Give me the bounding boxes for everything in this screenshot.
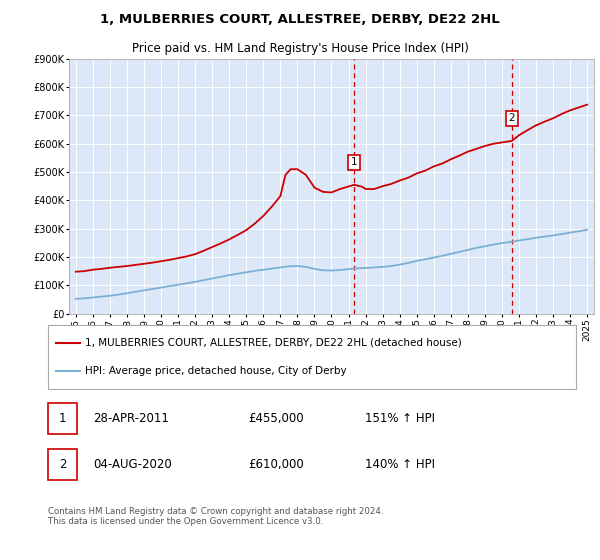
FancyBboxPatch shape — [48, 403, 77, 434]
Text: Contains HM Land Registry data © Crown copyright and database right 2024.
This d: Contains HM Land Registry data © Crown c… — [48, 507, 383, 526]
Text: 1: 1 — [59, 412, 66, 425]
Text: HPI: Average price, detached house, City of Derby: HPI: Average price, detached house, City… — [85, 366, 347, 376]
Text: 1: 1 — [351, 157, 358, 167]
Text: 04-AUG-2020: 04-AUG-2020 — [93, 459, 172, 472]
Text: 1, MULBERRIES COURT, ALLESTREE, DERBY, DE22 2HL (detached house): 1, MULBERRIES COURT, ALLESTREE, DERBY, D… — [85, 338, 462, 348]
Text: £610,000: £610,000 — [248, 459, 304, 472]
FancyBboxPatch shape — [48, 449, 77, 480]
Text: 151% ↑ HPI: 151% ↑ HPI — [365, 412, 435, 425]
Text: 1, MULBERRIES COURT, ALLESTREE, DERBY, DE22 2HL: 1, MULBERRIES COURT, ALLESTREE, DERBY, D… — [100, 13, 500, 26]
Text: Price paid vs. HM Land Registry's House Price Index (HPI): Price paid vs. HM Land Registry's House … — [131, 43, 469, 55]
FancyBboxPatch shape — [48, 325, 576, 389]
Text: 2: 2 — [509, 113, 515, 123]
Text: £455,000: £455,000 — [248, 412, 304, 425]
Text: 28-APR-2011: 28-APR-2011 — [93, 412, 169, 425]
Text: 140% ↑ HPI: 140% ↑ HPI — [365, 459, 435, 472]
Text: 2: 2 — [59, 459, 66, 472]
